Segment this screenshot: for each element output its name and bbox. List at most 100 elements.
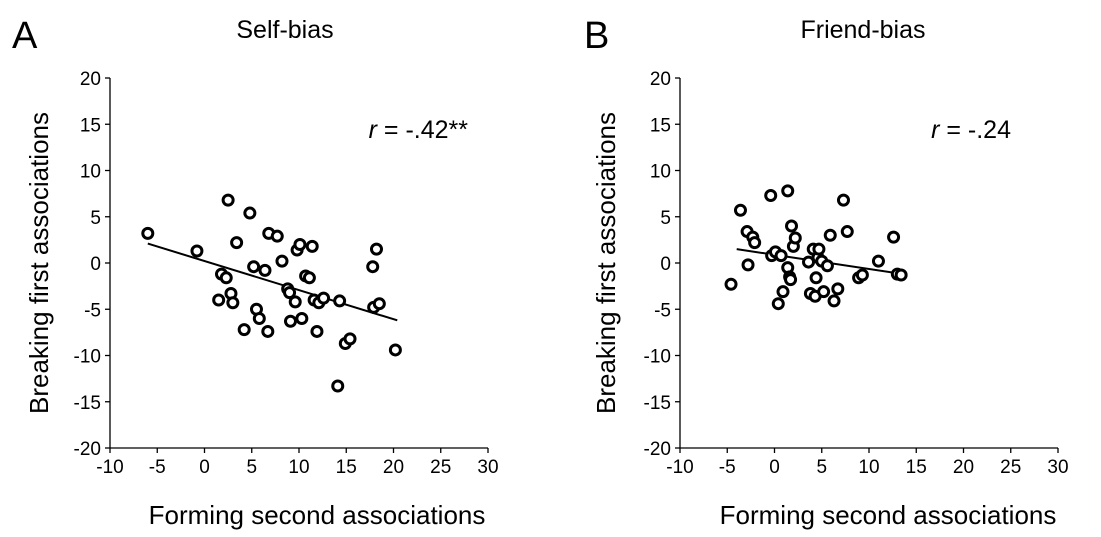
- panel-b-data-point: [741, 258, 755, 272]
- panel-b-correlation-annotation: r = -.24: [931, 116, 1011, 144]
- panel-a-data-point: [372, 297, 386, 311]
- panel-b-data-point: [827, 294, 841, 308]
- panel-a-y-tick-label: 15: [80, 115, 101, 136]
- panel-a-data-point: [283, 314, 297, 328]
- panel-a-data-point: [141, 226, 155, 240]
- panel-b-data-point: [894, 268, 908, 282]
- panel-b-data-point: [840, 225, 854, 239]
- panel-a-x-tick-label: 5: [246, 457, 257, 478]
- panel-b-y-tick-label: 15: [650, 115, 671, 136]
- panel-a-data-point: [369, 242, 383, 256]
- panel-a-annotation-value: = -.42**: [377, 116, 468, 144]
- panel-b-x-tick-label: 25: [1000, 457, 1021, 478]
- panel-a-x-tick-label: 0: [199, 457, 210, 478]
- panel-b-x-tick-label: 0: [769, 457, 780, 478]
- panel-b-title: Friend-bias: [800, 16, 925, 44]
- panel-a-data-point: [310, 324, 324, 338]
- panel-a-data-point: [317, 291, 331, 305]
- panel-b-y-tick-label: 20: [650, 69, 671, 90]
- panel-a-data-point: [230, 236, 244, 250]
- panel-b-annotation-value: = -.24: [939, 116, 1011, 144]
- panel-a-data-point: [331, 379, 345, 393]
- panel-a-x-tick-label: -10: [96, 457, 123, 478]
- panel-b-annotation-r: r: [931, 116, 941, 144]
- panel-b-y-tick-label: -5: [654, 300, 671, 321]
- panel-letter-b: B: [584, 15, 609, 57]
- panel-b-x-tick-label: 30: [1047, 457, 1068, 478]
- panel-b-data-point: [855, 268, 869, 282]
- panel-a-y-tick-label: -20: [74, 439, 101, 460]
- panel-b-data-point: [820, 259, 834, 273]
- panel-b-data-point: [764, 188, 778, 202]
- panel-a-data-point: [221, 193, 235, 207]
- panel-a-y-tick-label: 20: [80, 69, 101, 90]
- panel-b-data-point: [733, 203, 747, 217]
- panel-b-x-tick-label: 20: [953, 457, 974, 478]
- panel-a-correlation-annotation: r = -.42**: [369, 116, 469, 144]
- panel-a-data-point: [343, 332, 357, 346]
- panel-b-data-point: [776, 285, 790, 299]
- panel-a-y-tick-label: 10: [80, 162, 101, 183]
- panel-b-x-tick-label: 10: [858, 457, 879, 478]
- panel-b-x-tick-label: 5: [816, 457, 827, 478]
- panel-a-y-tick-label: 0: [90, 254, 101, 275]
- panel-b-data-point: [809, 271, 823, 285]
- panel-b-data-point: [831, 282, 845, 296]
- panel-b-data-point: [887, 230, 901, 244]
- panel-a-data-point: [190, 244, 204, 258]
- panel-a-y-tick-label: -5: [84, 300, 101, 321]
- panel-b: B Friend-bias r = -.24 Forming second as…: [584, 15, 1069, 530]
- panel-a-data-point: [212, 293, 226, 307]
- panel-a-y-axis-label: Breaking first associations: [24, 112, 54, 414]
- panel-b-data-point: [823, 228, 837, 242]
- panel-b-data-point: [817, 285, 831, 299]
- panel-a-x-tick-label: 10: [288, 457, 309, 478]
- panel-a-data-point: [388, 343, 402, 357]
- panel-b-plot-area: -10 -5 0 5 10 15 20 25 30 20 15 10 5 0 -5 -10 -15 -20: [644, 69, 1069, 478]
- panel-a-data-point: [283, 286, 297, 300]
- panel-a-data-point: [219, 271, 233, 285]
- panel-a-data-point: [333, 294, 347, 308]
- panel-b-y-tick-label: -20: [644, 439, 671, 460]
- panel-a-annotation-r: r: [369, 116, 379, 144]
- panel-a-x-tick-label: 20: [383, 457, 404, 478]
- panel-a-data-point: [293, 238, 307, 251]
- panel-a-data-point: [302, 271, 316, 285]
- panel-b-data-point: [724, 277, 738, 291]
- panel-a-y-tick-label: -10: [74, 347, 101, 368]
- panel-a-data-point: [226, 296, 240, 310]
- panel-a-data-point: [252, 312, 266, 325]
- panel-b-data-point: [871, 254, 885, 268]
- panel-b-y-tick-label: -15: [644, 393, 671, 414]
- panel-b-x-tick-label: 15: [906, 457, 927, 478]
- panel-a-data-point: [275, 254, 289, 268]
- panel-a-data-point: [261, 324, 275, 338]
- panel-b-y-axis-label: Breaking first associations: [591, 112, 621, 414]
- panel-a-title: Self-bias: [236, 16, 333, 44]
- panel-b-data-point: [812, 242, 826, 256]
- panel-a-x-tick-label: -5: [149, 457, 166, 478]
- panel-a-data-point: [258, 263, 272, 277]
- panel-b-data-point: [836, 193, 850, 207]
- panel-b-data-point: [785, 219, 799, 233]
- panel-a-plot-area: -10 -5 0 5 10 15 20 25 30 20 15 10 5 0 -5 -10 -15 -20: [74, 69, 499, 478]
- panel-a-data-point: [237, 323, 251, 337]
- panel-a-x-tick-label: 25: [430, 457, 451, 478]
- panel-b-data-point: [771, 297, 785, 311]
- panel-b-x-tick-label: -10: [666, 457, 693, 478]
- panel-a-data-point: [295, 312, 309, 325]
- panel-a-x-tick-label: 15: [336, 457, 357, 478]
- panel-b-y-tick-label: 5: [660, 208, 671, 229]
- panel-a-data-point: [243, 206, 257, 220]
- panel-a-regression-line: [147, 242, 398, 322]
- panel-a-data-point: [270, 229, 284, 243]
- panel-a-y-tick-label: -15: [74, 393, 101, 414]
- panel-a-y-tick-label: 5: [90, 208, 101, 229]
- panel-b-y-tick-label: 0: [660, 254, 671, 275]
- panel-b-data-point: [784, 273, 798, 287]
- panel-b-y-tick-label: 10: [650, 162, 671, 183]
- panel-b-data-point: [781, 184, 795, 198]
- panel-a-x-axis-label: Forming second associations: [149, 500, 486, 530]
- panel-a: A Self-bias r = -.42** Forming second as…: [12, 15, 499, 530]
